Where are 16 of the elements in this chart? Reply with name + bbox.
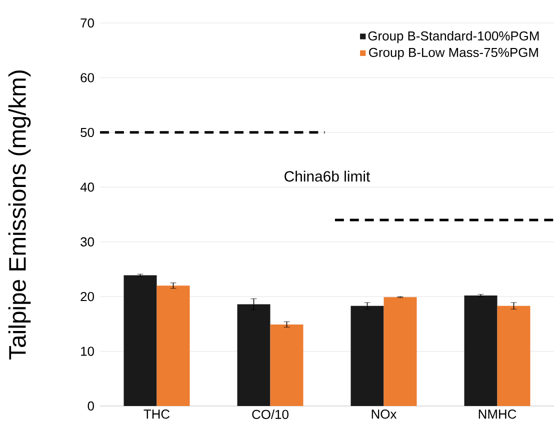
y-tick-label: 40 <box>80 182 94 192</box>
x-tick-label: CO/10 <box>252 410 288 420</box>
y-tick-label: 50 <box>80 128 94 138</box>
y-axis-title: Tailpipe Emissions (mg/km) <box>8 70 31 360</box>
annotation: China6b limit <box>284 170 370 182</box>
x-tick-label: NMHC <box>478 410 516 419</box>
y-tick-label: 30 <box>80 237 94 246</box>
legend-label: Group B-Low Mass-75%PGM <box>369 48 538 60</box>
x-tick-label: NOx <box>372 410 397 419</box>
y-tick-label: 0 <box>88 401 94 411</box>
y-tick-label: 60 <box>80 73 94 82</box>
legend-label: Group B-Standard-100%PGM <box>368 31 539 44</box>
y-tick-label: 10 <box>81 346 94 356</box>
x-tick-label: THC <box>144 410 170 419</box>
y-tick-label: 70 <box>80 18 94 28</box>
y-tick-label: 20 <box>80 292 94 302</box>
